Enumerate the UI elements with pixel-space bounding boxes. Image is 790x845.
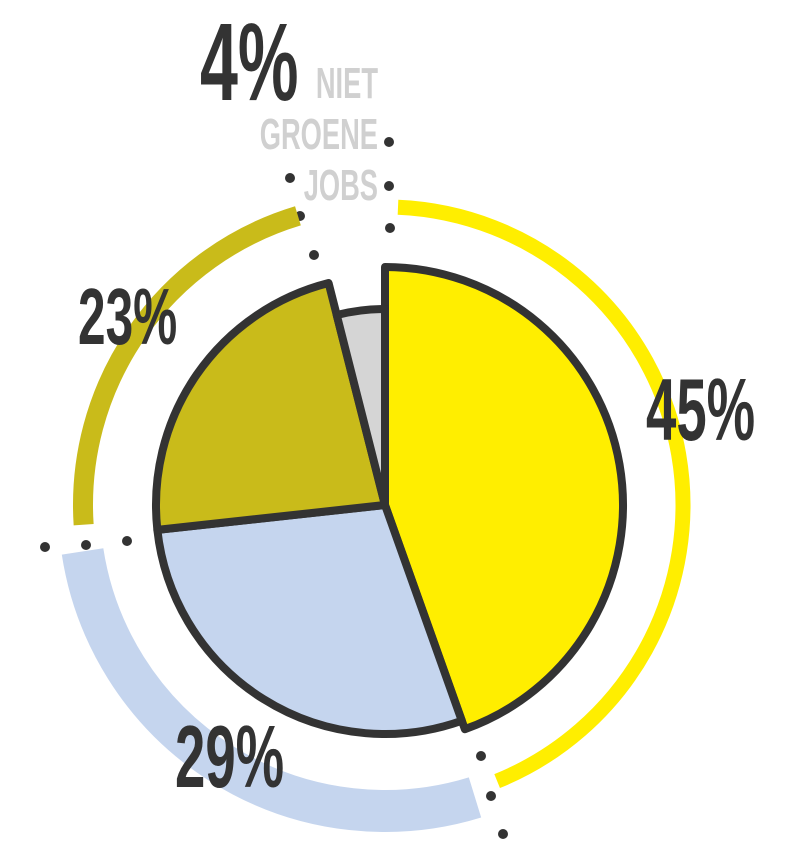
pie-slice	[152, 279, 389, 534]
dots	[40, 137, 508, 839]
value-label: 45%	[646, 361, 755, 460]
category-label: NIET GROENE JOBS	[259, 59, 378, 210]
pie-slice	[153, 501, 466, 738]
value-label: 4%	[200, 1, 299, 124]
value-label: 23%	[78, 273, 177, 362]
pie-slice	[332, 305, 389, 509]
pie-slice	[381, 263, 627, 734]
outer-arc	[73, 206, 301, 526]
outer-arc	[61, 548, 482, 832]
outer-arc	[397, 199, 691, 789]
value-label: 29%	[175, 708, 284, 807]
